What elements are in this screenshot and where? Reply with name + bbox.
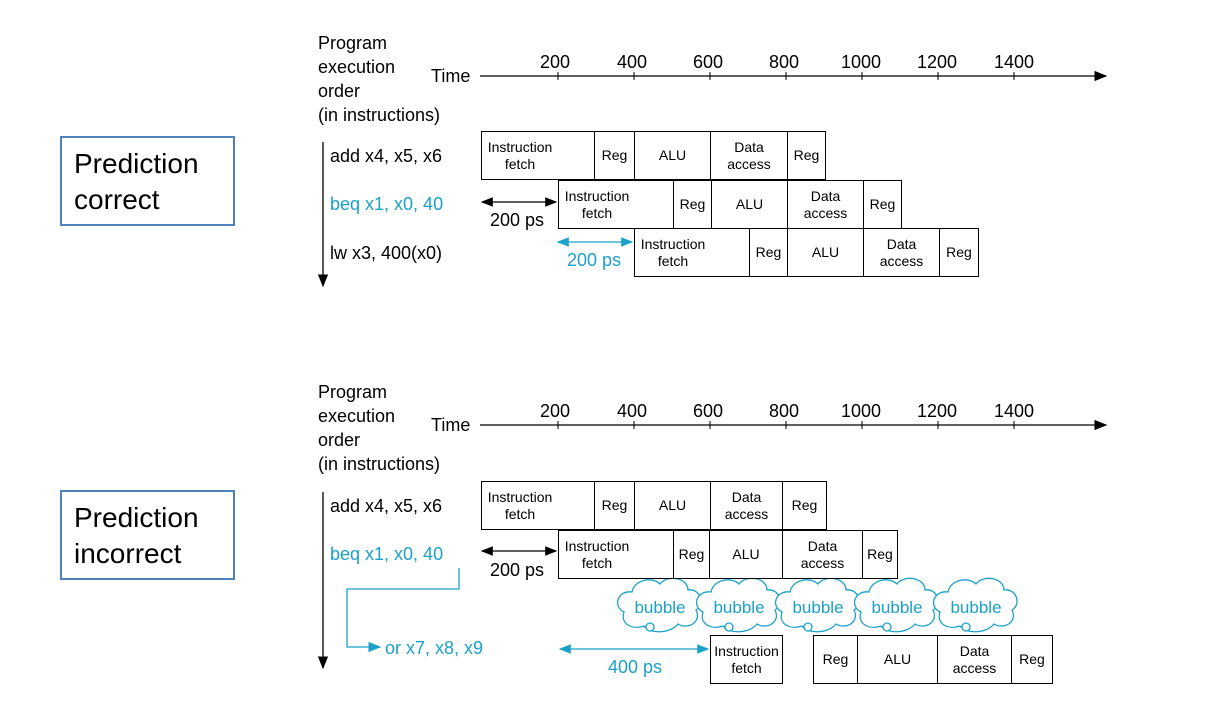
stage-data-access: Data access xyxy=(710,481,783,530)
tick-label: 200 xyxy=(540,52,571,72)
delay-label: 200 ps xyxy=(567,250,622,270)
time-axis-bottom xyxy=(480,419,1108,431)
stage-instruction-fetch: Instruction fetch xyxy=(634,228,712,277)
stage-instruction-fetch: Instruction fetch xyxy=(481,131,559,180)
stage-reg: Reg xyxy=(782,481,827,530)
instruction-label: beq x1, x0, 40 xyxy=(330,544,444,564)
delay-label: 200 ps xyxy=(490,210,545,230)
instruction-label: or x7, x8, x9 xyxy=(385,638,484,658)
stage-reg: Reg xyxy=(594,131,635,180)
tick-label: 800 xyxy=(769,401,800,421)
time-label: Time xyxy=(431,415,471,435)
stage-reg: Reg xyxy=(862,530,898,579)
tick-label: 400 xyxy=(617,52,648,72)
instruction-label: add x4, x5, x6 xyxy=(330,146,443,166)
stage-data-access: Data access xyxy=(863,228,940,277)
stage-reg: Reg xyxy=(1011,635,1053,684)
tick-label: 1000 xyxy=(841,401,882,421)
bubble-label: bubble xyxy=(713,598,765,617)
order-header-bottom: Program execution order (in instructions… xyxy=(318,382,441,474)
stage-reg: Reg xyxy=(594,481,635,530)
stage-alu: ALU xyxy=(857,635,938,684)
box-line: correct xyxy=(74,184,160,215)
stage-instruction-fetch: Instruction fetch xyxy=(558,180,636,229)
branch-redirect-arrow xyxy=(346,568,460,653)
time-label: Time xyxy=(431,66,471,86)
tick-label: 1000 xyxy=(841,52,882,72)
stage-data-access: Data access xyxy=(710,131,788,180)
stage-alu: ALU xyxy=(634,481,711,530)
delay-label: 400 ps xyxy=(608,657,663,677)
prediction-incorrect-box: Prediction incorrect xyxy=(60,490,235,580)
stage-gap xyxy=(635,530,674,579)
tick-label: 200 xyxy=(540,401,571,421)
bubble-label: bubble xyxy=(792,598,844,617)
tick-label: 1200 xyxy=(917,401,958,421)
instruction-label: lw x3, 400(x0) xyxy=(330,243,443,263)
stage-gap xyxy=(558,481,595,530)
stage-alu: ALU xyxy=(709,530,783,579)
stage-reg: Reg xyxy=(787,131,826,180)
stage-reg: Reg xyxy=(673,530,710,579)
stage-data-access: Data access xyxy=(937,635,1012,684)
bubble-clouds xyxy=(616,577,1018,633)
stage-reg: Reg xyxy=(749,228,788,277)
stage-alu: ALU xyxy=(634,131,711,180)
prediction-correct-box: Prediction correct xyxy=(60,136,235,226)
stage-gap xyxy=(635,180,674,229)
stage-data-access: Data access xyxy=(787,180,864,229)
tick-label: 600 xyxy=(693,401,724,421)
stage-reg: Reg xyxy=(673,180,712,229)
stage-reg: Reg xyxy=(939,228,979,277)
time-axis-top xyxy=(480,70,1108,82)
stage-reg: Reg xyxy=(863,180,902,229)
stage-gap xyxy=(558,131,595,180)
stage-instruction-fetch: Instruction fetch xyxy=(481,481,559,530)
tick-label: 1400 xyxy=(994,52,1035,72)
tick-label: 800 xyxy=(769,52,800,72)
tick-label: 600 xyxy=(693,52,724,72)
stage-reg: Reg xyxy=(813,635,858,684)
stage-data-access: Data access xyxy=(782,530,863,579)
tick-label: 1400 xyxy=(994,401,1035,421)
stage-instruction-fetch: Instruction fetch xyxy=(558,530,636,579)
bubble-label: bubble xyxy=(950,598,1002,617)
bubble-label: bubble xyxy=(634,598,686,617)
stage-alu: ALU xyxy=(711,180,788,229)
box-line: incorrect xyxy=(74,538,182,569)
instruction-label: beq x1, x0, 40 xyxy=(330,194,444,214)
stage-gap xyxy=(711,228,750,277)
delay-label: 200 ps xyxy=(490,560,545,580)
bubble-label: bubble xyxy=(871,598,923,617)
instruction-label: add x4, x5, x6 xyxy=(330,496,443,516)
tick-label: 400 xyxy=(617,401,648,421)
stage-instruction-fetch: Instruction fetch xyxy=(710,635,783,684)
box-line: Prediction xyxy=(74,148,199,179)
stage-alu: ALU xyxy=(787,228,864,277)
tick-label: 1200 xyxy=(917,52,958,72)
box-line: Prediction xyxy=(74,502,199,533)
order-header-top: Program execution order (in instructions… xyxy=(318,33,441,125)
